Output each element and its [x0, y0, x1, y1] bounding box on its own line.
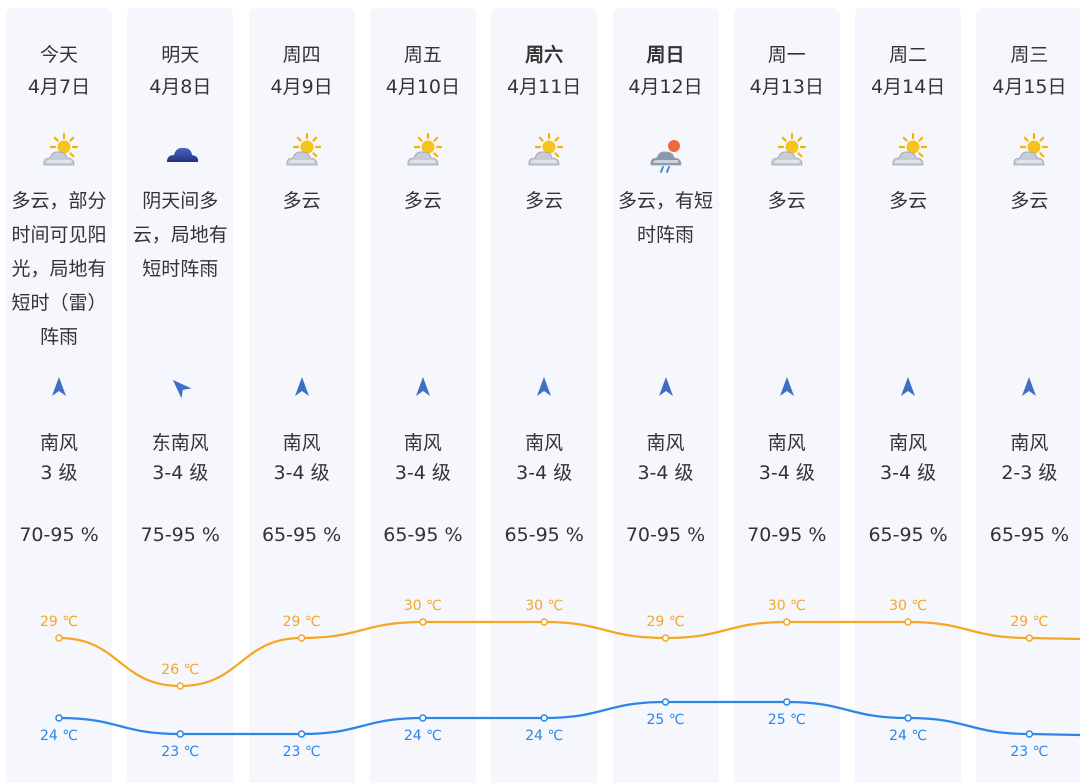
weather-description: 多云	[855, 184, 961, 218]
day-column: 周日 4月12日多云，有短时阵雨南风 3-4 级 70-95 %	[612, 8, 719, 783]
weather-description: 多云	[491, 184, 597, 218]
date-label: 4月12日	[628, 76, 703, 98]
weather-description: 多云，有短时阵雨	[613, 184, 719, 252]
wind-level-label: 3-4 级	[880, 462, 937, 484]
wind-direction-arrow-icon	[47, 375, 71, 399]
date-label: 4月10日	[385, 76, 461, 98]
weather-description-line: 光，局地有	[11, 258, 107, 280]
weather-description-line: 多云	[282, 190, 321, 212]
wind-direction-label: 南风	[282, 432, 321, 454]
weekday-label: 周五	[403, 44, 442, 66]
day-column: 今天 4月7日多云，部分时间可见阳光，局地有短时（雷） 阵雨南风 3 级 70-95 %	[6, 8, 112, 783]
partly-cloudy-icon	[1007, 132, 1051, 176]
date-label: 4月13日	[749, 76, 824, 98]
wind-direction-arrow-icon	[775, 375, 799, 399]
date-label: 4月9日	[270, 76, 333, 98]
weather-description: 多云	[976, 184, 1080, 218]
humidity-label: 65-95 %	[868, 524, 948, 546]
humidity-label: 70-95 %	[19, 524, 99, 546]
humidity-label: 70-95 %	[747, 524, 827, 546]
wind-direction-label: 东南风	[151, 432, 209, 454]
weather-description-line: 多云	[889, 190, 928, 212]
date-label: 4月11日	[507, 76, 582, 98]
weather-description-line: 时阵雨	[636, 224, 694, 246]
wind-level-label: 3-4 级	[637, 462, 694, 484]
weather-description-line: 多云，有短	[617, 190, 713, 212]
wind-direction-arrow-icon	[896, 375, 920, 399]
shower-icon	[644, 132, 688, 176]
weather-description: 多云	[370, 184, 476, 218]
day-column: 周六 4月11日多云南风 3-4 级 65-95 %	[491, 8, 598, 783]
weather-description-line: 阴天间多	[142, 190, 219, 212]
wind-direction-label: 南风	[767, 432, 806, 454]
day-column: 明天 4月8日阴天间多云，局地有短时阵雨东南风 3-4 级 75-95 %	[127, 8, 234, 783]
wind-level-label: 3-4 级	[394, 462, 451, 484]
weather-description: 多云，部分时间可见阳光，局地有短时（雷） 阵雨	[6, 184, 112, 354]
wind-direction-arrow-icon	[654, 375, 678, 399]
weekday-label: 周二	[889, 44, 928, 66]
weather-description-line: 多云	[525, 190, 564, 212]
humidity-label: 70-95 %	[625, 524, 706, 546]
weather-description-line: 阵雨	[39, 326, 78, 348]
humidity-label: 75-95 %	[140, 524, 220, 546]
wind-direction-arrow-icon	[411, 375, 435, 399]
wind-direction-label: 南风	[889, 432, 928, 454]
partly-cloudy-icon	[886, 132, 930, 176]
partly-cloudy-icon	[37, 132, 81, 176]
date-label: 4月15日	[992, 76, 1067, 98]
weekday-label: 周日	[646, 44, 685, 66]
weekday-label: 明天	[161, 44, 200, 66]
partly-cloudy-icon	[522, 132, 566, 176]
weather-description-line: 云，局地有	[132, 224, 228, 246]
wind-level-label: 3-4 级	[152, 462, 209, 484]
wind-level-label: 2-3 级	[1001, 462, 1058, 484]
humidity-label: 65-95 %	[261, 524, 342, 546]
weather-description-line: 多云	[767, 190, 806, 212]
date-label: 4月8日	[149, 76, 212, 98]
overcast-icon	[158, 132, 202, 176]
weekday-label: 周四	[282, 44, 321, 66]
wind-direction-arrow-icon	[168, 375, 192, 399]
weather-description-line: 多云	[403, 190, 442, 212]
day-column: 周二 4月14日多云南风 3-4 级 65-95 %	[855, 8, 962, 783]
weather-description-line: 短时（雷）	[11, 292, 107, 314]
day-column: 周三 4月15日多云南风 2-3 级 65-95 %	[976, 8, 1080, 783]
partly-cloudy-icon	[280, 132, 324, 176]
weekday-label: 周六	[525, 44, 564, 66]
weather-description: 阴天间多云，局地有短时阵雨	[127, 184, 233, 286]
date-label: 4月14日	[870, 76, 946, 98]
wind-direction-label: 南风	[39, 432, 78, 454]
wind-level-label: 3 级	[40, 462, 78, 484]
wind-level-label: 3-4 级	[516, 462, 573, 484]
date-label: 4月7日	[27, 76, 91, 98]
wind-direction-label: 南风	[403, 432, 442, 454]
wind-direction-arrow-icon	[290, 375, 314, 399]
day-column: 周五 4月10日多云南风 3-4 级 65-95 %	[369, 8, 476, 783]
weather-description-line: 时间可见阳	[11, 224, 107, 246]
wind-direction-label: 南风	[646, 432, 685, 454]
partly-cloudy-icon	[401, 132, 445, 176]
weather-description-line: 多云	[1010, 190, 1049, 212]
humidity-label: 65-95 %	[383, 524, 463, 546]
wind-direction-label: 南风	[525, 432, 564, 454]
weather-description: 多云	[249, 184, 355, 218]
day-column: 周一 4月13日多云南风 3-4 级 70-95 %	[733, 8, 840, 783]
humidity-label: 65-95 %	[504, 524, 584, 546]
weekday-label: 周一	[767, 44, 806, 66]
wind-direction-arrow-icon	[532, 375, 556, 399]
wind-direction-arrow-icon	[1017, 375, 1041, 399]
weather-description: 多云	[734, 184, 840, 218]
partly-cloudy-icon	[765, 132, 809, 176]
wind-level-label: 3-4 级	[758, 462, 815, 484]
wind-level-label: 3-4 级	[273, 462, 330, 484]
wind-direction-label: 南风	[1010, 432, 1049, 454]
weather-description-line: 短时阵雨	[142, 258, 219, 280]
weekday-label: 今天	[39, 44, 78, 66]
humidity-label: 65-95 %	[989, 524, 1070, 546]
day-column: 周四 4月9日多云南风 3-4 级 65-95 %	[248, 8, 355, 783]
weather-description-line: 多云，部分	[11, 190, 107, 212]
weekday-label: 周三	[1010, 44, 1049, 66]
